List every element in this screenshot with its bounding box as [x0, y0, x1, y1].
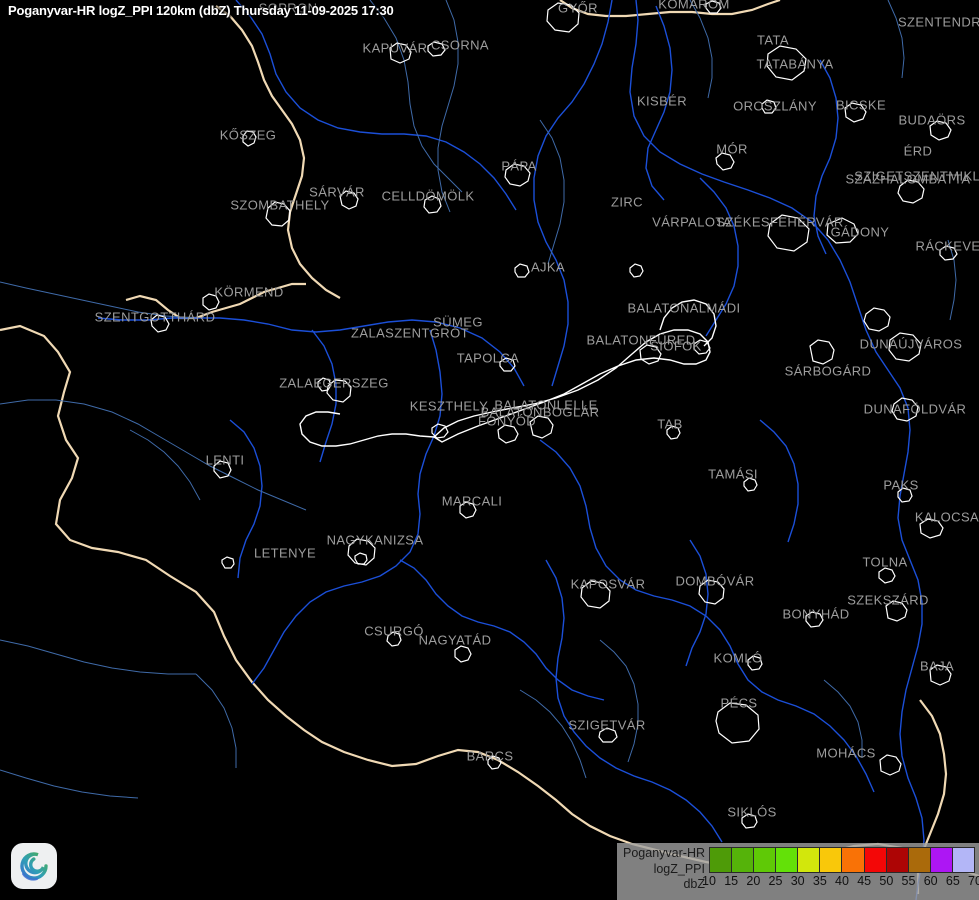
legend-tick: 30: [790, 874, 805, 888]
swirl-logo-icon: [20, 852, 48, 881]
legend-tick: 20: [746, 874, 761, 888]
county-border-layer: [0, 0, 957, 799]
colorbar-legend: Poganyvar-HR logZ_PPI dbZ 10 15 20 25 30 35 40…: [617, 843, 979, 900]
legend-swatch: [952, 848, 974, 872]
legend-tick: 15: [724, 874, 739, 888]
river-layer: [97, 0, 925, 900]
legend-tick: 60: [923, 874, 938, 888]
legend-tick-strip: 10 15 20 25 30 35 40 45 50 55 60 65 70: [702, 874, 979, 894]
legend-tick: 35: [812, 874, 827, 888]
legend-tick: 65: [945, 874, 960, 888]
legend-swatch: [732, 848, 755, 872]
legend-tick: 50: [879, 874, 894, 888]
legend-product-label: logZ_PPI: [653, 861, 705, 876]
town-outline-layer: [150, 0, 958, 829]
legend-swatch: [908, 848, 931, 872]
legend-swatch: [754, 848, 777, 872]
page-title: Poganyvar-HR logZ_PPI 120km (dbZ) Thursd…: [8, 3, 394, 18]
legend-swatch: [864, 848, 887, 872]
legend-tick: 45: [857, 874, 872, 888]
legend-tick: 55: [901, 874, 916, 888]
legend-swatch: [798, 848, 821, 872]
legend-swatch: [820, 848, 843, 872]
legend-swatch: [842, 848, 865, 872]
legend-tick: 70: [968, 874, 979, 888]
legend-swatch: [776, 848, 799, 872]
legend-caption: Poganyvar-HR logZ_PPI dbZ: [617, 843, 709, 893]
legend-swatch-strip: [709, 847, 975, 873]
legend-tick: 40: [835, 874, 849, 888]
legend-tick: 10: [702, 874, 716, 888]
legend-swatch: [886, 848, 909, 872]
legend-scale: 10 15 20 25 30 35 40 45 50 55 60 65 70: [702, 843, 979, 894]
legend-unit-label: dbZ: [683, 877, 705, 891]
legend-swatch: [930, 848, 953, 872]
legend-tick: 25: [768, 874, 783, 888]
legend-site-label: Poganyvar-HR: [623, 846, 705, 860]
legend-swatch: [710, 848, 733, 872]
provider-logo[interactable]: [11, 843, 57, 889]
